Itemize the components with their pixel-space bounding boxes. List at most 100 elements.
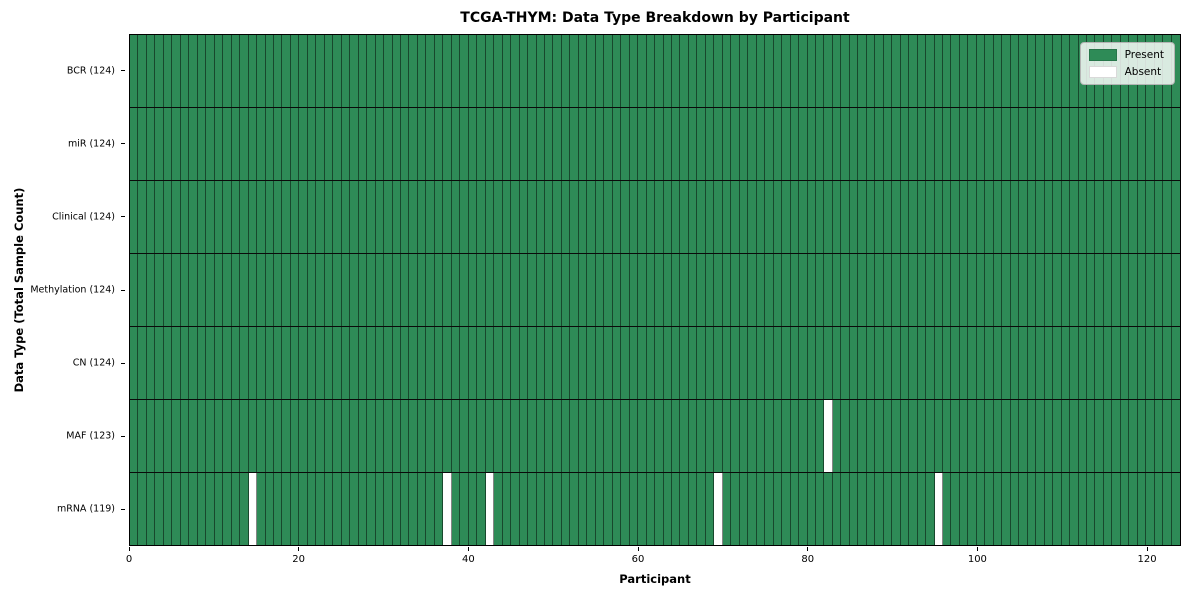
heatmap-cell-present (655, 473, 664, 545)
heatmap-cell-present (1010, 254, 1020, 326)
heatmap-cell-present (832, 327, 842, 399)
heatmap-cell-present (172, 181, 181, 253)
heatmap-cell-present (189, 181, 198, 253)
heatmap-cell-present (257, 181, 266, 253)
heatmap-cell-present (672, 254, 681, 326)
heatmap-cell-present (612, 35, 622, 107)
heatmap-cell-present (477, 327, 486, 399)
heatmap-cell-present (680, 473, 689, 545)
heatmap-cell-present (561, 35, 571, 107)
y-tick-label: BCR (124) (66, 65, 115, 77)
heatmap-cell-present (1163, 473, 1172, 545)
heatmap-cell-present (1086, 181, 1096, 253)
heatmap-cell-present (858, 35, 867, 107)
heatmap-cell-present (138, 181, 147, 253)
heatmap-cell-present (358, 400, 368, 472)
heatmap-cell-present (841, 327, 850, 399)
heatmap-cell-present (782, 400, 791, 472)
heatmap-cell-present (544, 400, 554, 472)
heatmap-cell-present (875, 327, 884, 399)
heatmap-cell-present (892, 35, 901, 107)
heatmap-cell-present (1061, 327, 1071, 399)
heatmap-cell-present (1095, 181, 1104, 253)
heatmap-cell-present (240, 181, 249, 253)
heatmap-cell-present (367, 400, 376, 472)
heatmap-cell-present (663, 108, 672, 180)
heatmap-cell-present (934, 35, 943, 107)
heatmap-cell-present (722, 327, 732, 399)
heatmap-cell-present (697, 35, 706, 107)
heatmap-cell-present (968, 181, 977, 253)
heatmap-cell-present (765, 473, 774, 545)
heatmap-cell-present (401, 327, 410, 399)
heatmap-cell-present (943, 108, 952, 180)
heatmap-cell-present (460, 35, 469, 107)
heatmap-cell-present (612, 181, 622, 253)
heatmap-cell-present (477, 35, 486, 107)
heatmap-cell-absent (934, 473, 943, 545)
heatmap-cell-present (324, 327, 334, 399)
heatmap-cell-present (519, 35, 529, 107)
heatmap-cell-present (570, 35, 579, 107)
heatmap-cell-present (917, 108, 927, 180)
heatmap-cell-present (1053, 35, 1062, 107)
heatmap-cell-present (358, 108, 368, 180)
x-tick-label: 0 (125, 554, 133, 565)
heatmap-cell-present (519, 108, 529, 180)
heatmap-cell-present (1070, 327, 1079, 399)
heatmap-cell-present (604, 254, 613, 326)
heatmap-cell-present (146, 181, 156, 253)
heatmap-cell-present (409, 181, 418, 253)
heatmap-cell-present (756, 181, 766, 253)
heatmap-cell-present (1044, 400, 1054, 472)
heatmap-cell-present (375, 254, 385, 326)
heatmap-cell-present (443, 35, 452, 107)
heatmap-cell-present (172, 254, 181, 326)
heatmap-cell-present (570, 327, 579, 399)
heatmap-cell-present (189, 400, 198, 472)
heatmap-cell-present (587, 473, 596, 545)
heatmap-cell-present (993, 35, 1003, 107)
heatmap-cell-present (180, 400, 190, 472)
heatmap-cell-present (367, 327, 376, 399)
heatmap-cell-present (561, 327, 571, 399)
heatmap-cell-present (926, 327, 935, 399)
y-tick-mark (121, 216, 125, 218)
heatmap-cell-present (832, 473, 842, 545)
heatmap-cell-present (367, 254, 376, 326)
heatmap-cell-present (273, 327, 283, 399)
heatmap-cell-present (231, 400, 241, 472)
y-tick-mark (121, 362, 125, 364)
heatmap-cell-present (1112, 327, 1121, 399)
heatmap-cell-present (502, 181, 512, 253)
heatmap-cell-present (214, 327, 224, 399)
heatmap-cell-present (765, 400, 774, 472)
heatmap-cell-present (705, 181, 715, 253)
heatmap-cell-present (333, 35, 342, 107)
heatmap-cell-present (714, 400, 723, 472)
heatmap-cell-present (206, 254, 215, 326)
heatmap-cell-present (409, 254, 418, 326)
heatmap-cell-present (299, 473, 308, 545)
heatmap-cell-present (824, 327, 833, 399)
heatmap-cell-present (959, 327, 969, 399)
heatmap-cell-present (663, 35, 672, 107)
heatmap-cell-present (528, 108, 537, 180)
heatmap-cell-present (638, 108, 647, 180)
heatmap-cell-present (426, 327, 435, 399)
heatmap-cell-present (528, 254, 537, 326)
heatmap-cell-present (849, 473, 859, 545)
heatmap-cell-present (257, 108, 266, 180)
heatmap-cell-present (1129, 254, 1138, 326)
heatmap-cell-present (875, 35, 884, 107)
heatmap-cell-present (773, 327, 783, 399)
heatmap-cell-present (790, 108, 800, 180)
heatmap-cell-present (773, 181, 783, 253)
heatmap-cell-present (824, 35, 833, 107)
heatmap-cell-present (849, 35, 859, 107)
heatmap-cell-present (1163, 327, 1172, 399)
heatmap-cell-present (688, 254, 698, 326)
heatmap-cell-present (909, 327, 918, 399)
heatmap-cell-present (485, 181, 495, 253)
absent-swatch (1088, 66, 1117, 78)
